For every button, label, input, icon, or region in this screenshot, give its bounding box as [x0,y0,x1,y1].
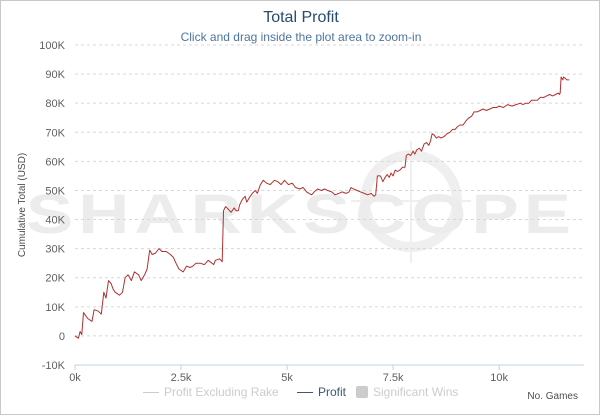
x-tick-label: 7.5k [383,372,404,384]
chart-legend: Profit Excluding Rake Profit Significant… [1,384,600,400]
series-line-profit[interactable] [74,76,570,339]
legend-line-icon [297,391,313,393]
x-tick-label: 0k [69,372,81,384]
chart-title: Total Profit [263,9,339,26]
legend-line-icon [143,391,159,393]
y-tick-label: 0 [59,331,65,343]
watermark-text: SHARKSCOPE [26,182,576,245]
chart-subtitle: Click and drag inside the plot area to z… [180,30,422,44]
y-tick-label: 40K [45,215,65,227]
x-tick-label: 5k [281,372,293,384]
y-tick-label: 20K [45,273,65,285]
y-tick-label: 50K [45,185,65,197]
legend-label: Significant Wins [373,385,459,399]
y-axis-ticks: -10K 0 10K 20K 30K 40K 50K 60K 70K 80K 90K 100K [39,40,65,372]
y-tick-label: 60K [45,156,65,168]
legend-label: Profit Excluding Rake [164,385,279,399]
y-tick-label: 80K [45,98,65,110]
y-tick-label: 10K [45,302,65,314]
y-tick-label: -10K [42,360,66,372]
y-tick-label: 30K [45,244,65,256]
x-axis-ticks: 0k 2.5k 5k 7.5k 10k [69,365,509,384]
legend-item-profit[interactable]: Profit [297,384,346,400]
x-tick-label: 2.5k [171,372,192,384]
x-tick-label: 10k [490,372,508,384]
grid-lines [75,44,584,366]
series-group[interactable] [74,76,570,339]
y-tick-label: 90K [45,69,65,81]
legend-item-profit-excluding-rake[interactable]: Profit Excluding Rake [143,384,279,400]
legend-item-significant-wins[interactable]: Significant Wins [356,384,458,400]
y-axis-title: Cumulative Total (USD) [17,153,28,257]
legend-label: Profit [318,385,347,399]
x-axis-title: No. Games [527,391,578,402]
y-tick-label: 100K [39,40,65,52]
legend-box-icon [356,386,368,398]
y-tick-label: 70K [45,127,65,139]
sharkscope-watermark: SHARKSCOPE [26,141,576,263]
